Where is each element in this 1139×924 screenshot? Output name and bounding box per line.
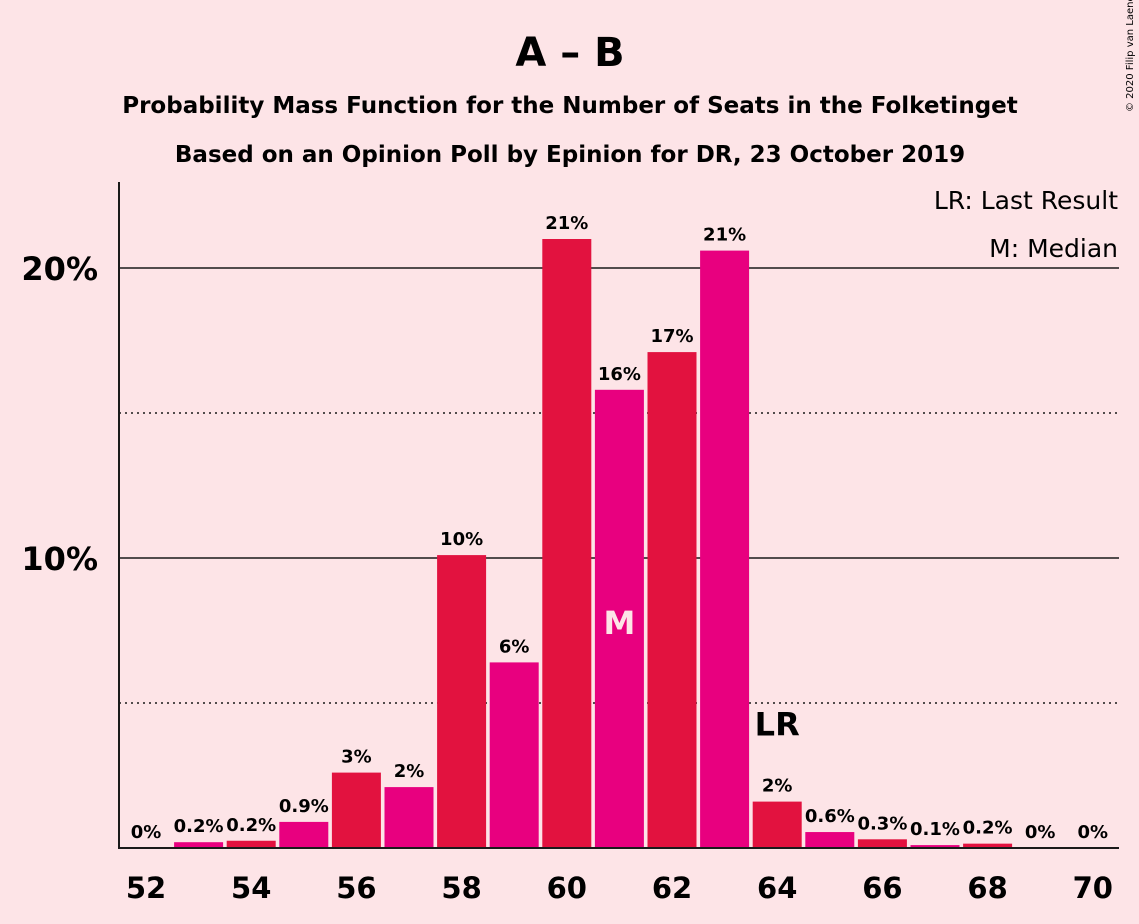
x-tick-label: 58 (441, 871, 481, 905)
x-tick-label: 68 (967, 871, 1007, 905)
data-label-seat-59: 6% (499, 636, 530, 657)
chart-subtitle-line-2: Based on an Opinion Poll by Epinion for … (175, 142, 965, 168)
data-label-seat-56: 3% (341, 747, 372, 768)
bar-seat-57 (384, 787, 434, 848)
copyright-note: © 2020 Filip van Laenen (1125, 0, 1136, 112)
data-label-seat-67: 0.1% (910, 819, 960, 840)
x-tick-label: 52 (126, 871, 166, 905)
data-label-seat-62: 17% (650, 326, 693, 347)
legend-last-result: LR: Last Result (934, 186, 1118, 215)
data-label-seat-58: 10% (440, 529, 483, 550)
y-tick-label: 20% (21, 250, 98, 288)
data-label-seat-69: 0% (1025, 822, 1056, 843)
data-label-seat-53: 0.2% (174, 816, 224, 837)
x-tick-label: 64 (757, 871, 797, 905)
bar-seat-65 (805, 832, 855, 848)
data-label-seat-63: 21% (703, 225, 746, 246)
data-labels: 0% 0.2% 0.2%0.9%3%2%10%6%21%16%17%21%2%0.6… (131, 213, 1108, 843)
data-label-seat-65: 0.6% (805, 806, 855, 827)
last-result-marker: LR (755, 706, 800, 744)
data-label-seat-64: 2% (762, 776, 793, 797)
x-tick-label: 62 (652, 871, 692, 905)
bar-seat-63 (700, 250, 750, 849)
y-axis-ticks: 10% 20% (21, 250, 98, 578)
bar-seat-67 (910, 845, 960, 848)
data-label-seat-55: 0.9% (279, 796, 329, 817)
data-label-seat-54: 0.2% (226, 815, 276, 836)
bar-seat-61 (594, 389, 644, 848)
x-tick-label: 54 (231, 871, 271, 905)
bar-seat-64 (752, 801, 802, 848)
data-label-seat-61: 16% (598, 364, 641, 385)
data-label-seat-68: 0.2% (963, 818, 1013, 839)
data-label-seat-66: 0.3% (857, 813, 907, 834)
bar-seat-58 (437, 555, 487, 848)
data-label-seat-70: 0% (1078, 822, 1109, 843)
bar-seat-59 (489, 662, 539, 848)
bar-seat-53 (174, 842, 224, 848)
legend-median: M: Median (989, 234, 1118, 263)
median-marker: M (603, 604, 635, 642)
data-label-seat-57: 2% (394, 761, 425, 782)
bar-seat-66 (857, 839, 907, 848)
bar-seat-54 (226, 840, 276, 848)
x-tick-label: 60 (547, 871, 587, 905)
x-tick-label: 66 (862, 871, 902, 905)
bar-seat-56 (331, 772, 381, 848)
bar-seat-60 (542, 239, 592, 848)
data-label-seat-60: 21% (545, 213, 588, 234)
bar-seat-62 (647, 352, 697, 848)
bar-series (174, 239, 1013, 849)
x-tick-label: 56 (336, 871, 376, 905)
chart-title: A – B (515, 30, 624, 76)
data-label-seat-52: 0% (131, 822, 162, 843)
x-axis-ticks: 52 54 56 58 60 62 64 66 68 70 (126, 871, 1113, 905)
bar-seat-68 (963, 843, 1013, 848)
bar-seat-55 (279, 821, 329, 848)
x-tick-label: 70 (1073, 871, 1113, 905)
chart-subtitle-line-1: Probability Mass Function for the Number… (122, 93, 1018, 119)
y-tick-label: 10% (21, 540, 98, 578)
